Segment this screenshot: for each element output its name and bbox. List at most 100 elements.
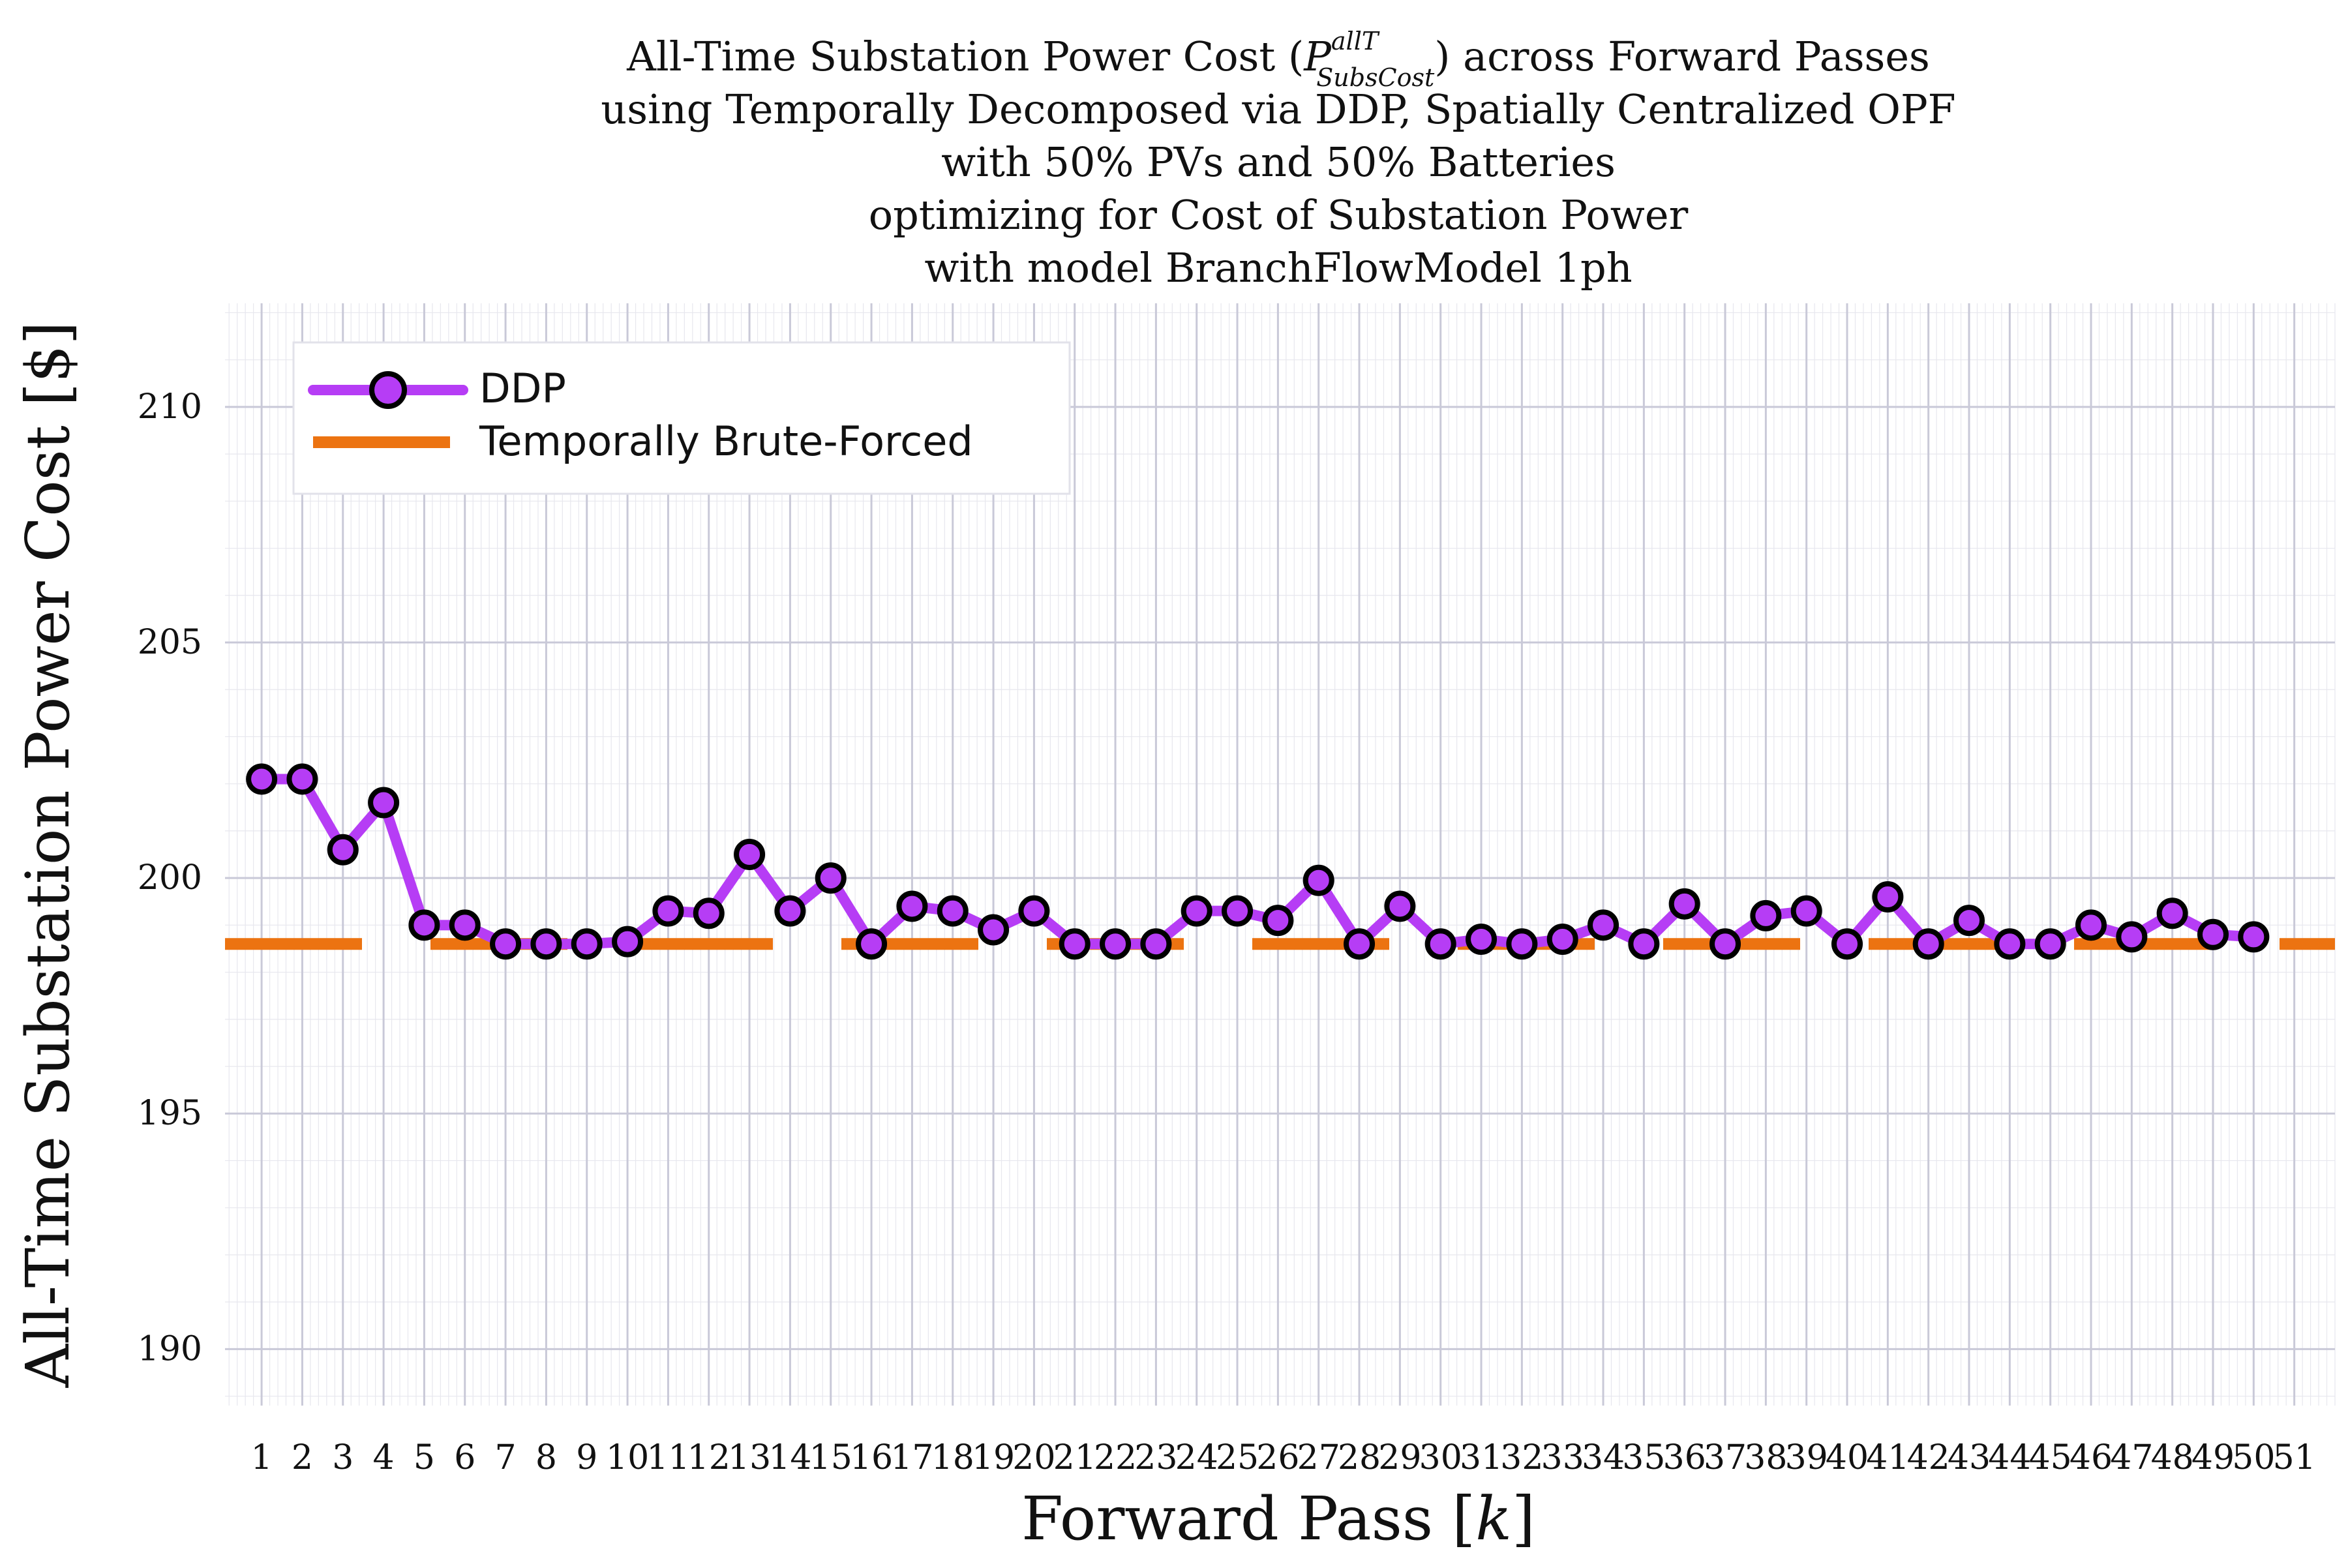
ddp-point (368, 787, 400, 819)
x-tick-label: 39 (1785, 1438, 1828, 1477)
x-tick-label: 29 (1378, 1438, 1421, 1477)
y-tick-label: 205 (138, 623, 202, 662)
legend-ddp-label: DDP (479, 365, 566, 412)
x-tick-label: 37 (1704, 1438, 1747, 1477)
x-tick-label: 14 (768, 1438, 811, 1477)
ddp-point (1181, 895, 1212, 927)
ddp-point (246, 763, 278, 795)
ddp-point (2116, 921, 2148, 953)
ddp-point (1018, 895, 1050, 927)
x-tick-label: 49 (2191, 1438, 2235, 1477)
x-tick-label: 33 (1541, 1438, 1584, 1477)
ddp-point (1424, 928, 1456, 960)
ddp-point (571, 928, 603, 960)
x-axis-label: Forward Pass [k] (1021, 1484, 1535, 1554)
x-tick-label: 19 (972, 1438, 1015, 1477)
y-tick-label: 200 (138, 858, 202, 897)
ddp-point (774, 895, 806, 927)
x-tick-label: 45 (2029, 1438, 2072, 1477)
ddp-point (1100, 928, 1132, 960)
x-tick-labels: 1 2 3 4 5 6 7 8 9 1011121314151617181920212223242… (251, 1438, 2316, 1477)
ddp-point (2156, 897, 2188, 929)
x-tick-label: 40 (1826, 1438, 1869, 1477)
ddp-point (490, 928, 522, 960)
x-tick-label: 12 (687, 1438, 730, 1477)
title-line-3: with 50% PVs and 50% Batteries (941, 138, 1616, 186)
ddp-point (612, 926, 644, 957)
ddp-point (815, 862, 847, 894)
ddp-point (1588, 909, 1619, 941)
ddp-point (286, 763, 318, 795)
ddp-point (1059, 928, 1091, 960)
x-tick-label: 42 (1907, 1438, 1950, 1477)
legend: DDP Temporally Brute-Forced (292, 341, 1071, 495)
title-line-1: All-Time Substation Power Cost (PallT Sub… (626, 27, 1930, 92)
x-tick-label: 44 (1988, 1438, 2031, 1477)
y-tick-label: 190 (138, 1329, 202, 1368)
x-tick-label: 5 (414, 1438, 435, 1477)
x-tick-label: 43 (1948, 1438, 1991, 1477)
ddp-point (1994, 928, 2026, 960)
x-tick-label: 46 (2070, 1438, 2113, 1477)
ddp-point (1912, 928, 1944, 960)
x-tick-label: 24 (1175, 1438, 1218, 1477)
ddp-point (1709, 928, 1741, 960)
ddp-point (2197, 918, 2229, 950)
x-tick-label: 48 (2151, 1438, 2194, 1477)
y-tick-labels: 190 195 200 205 210 (138, 387, 202, 1368)
x-tick-label: 2 (292, 1438, 313, 1477)
x-tick-label: 18 (931, 1438, 974, 1477)
ddp-point (1668, 888, 1700, 920)
ddp-point (2238, 921, 2270, 953)
x-tick-label: 17 (890, 1438, 933, 1477)
ddp-point (1831, 928, 1863, 960)
ddp-point (2075, 909, 2107, 941)
x-tick-label: 13 (728, 1438, 771, 1477)
ddp-point (734, 839, 766, 870)
ddp-point (693, 897, 725, 929)
x-tick-label: 28 (1338, 1438, 1381, 1477)
ddp-point (1302, 864, 1334, 896)
x-tick-label: 41 (1866, 1438, 1909, 1477)
x-tick-label: 47 (2110, 1438, 2153, 1477)
ddp-point (408, 909, 440, 941)
title-line-2: using Temporally Decomposed via DDP, Spa… (601, 85, 1955, 133)
x-tick-label: 36 (1663, 1438, 1706, 1477)
x-tick-label: 31 (1460, 1438, 1503, 1477)
legend-ddp-marker (369, 371, 407, 409)
title-line-4: optimizing for Cost of Substation Power (869, 191, 1689, 239)
x-tick-label: 38 (1744, 1438, 1787, 1477)
y-tick-label: 210 (138, 387, 202, 427)
x-tick-label: 4 (373, 1438, 395, 1477)
x-tick-label: 27 (1297, 1438, 1340, 1477)
ddp-point (1222, 895, 1254, 927)
ddp-point (1872, 881, 1904, 912)
ddp-point (1790, 895, 1822, 927)
chart-title: All-Time Substation Power Cost (PallT Sub… (601, 27, 1955, 292)
ddp-point (856, 928, 888, 960)
ddp-point (1506, 928, 1538, 960)
ddp-point (652, 895, 684, 927)
x-tick-label: 21 (1053, 1438, 1096, 1477)
ddp-point (530, 928, 562, 960)
x-tick-label: 22 (1094, 1438, 1137, 1477)
ddp-point (1750, 899, 1782, 931)
legend-brute-force-label: Temporally Brute-Forced (479, 417, 973, 465)
ddp-point (1140, 928, 1172, 960)
x-tick-label: 20 (1012, 1438, 1055, 1477)
x-tick-label: 3 (332, 1438, 354, 1477)
x-tick-label: 25 (1216, 1438, 1259, 1477)
x-tick-label: 15 (809, 1438, 852, 1477)
y-tick-label: 195 (138, 1094, 202, 1133)
x-tick-label: 8 (535, 1438, 557, 1477)
x-tick-label: 50 (2232, 1438, 2275, 1477)
x-tick-label: 23 (1134, 1438, 1177, 1477)
ddp-point (937, 895, 969, 927)
x-tick-label: 9 (576, 1438, 597, 1477)
x-tick-label: 10 (606, 1438, 649, 1477)
ddp-series (246, 763, 2270, 960)
ddp-point (1262, 905, 1294, 937)
ddp-point (1628, 928, 1660, 960)
